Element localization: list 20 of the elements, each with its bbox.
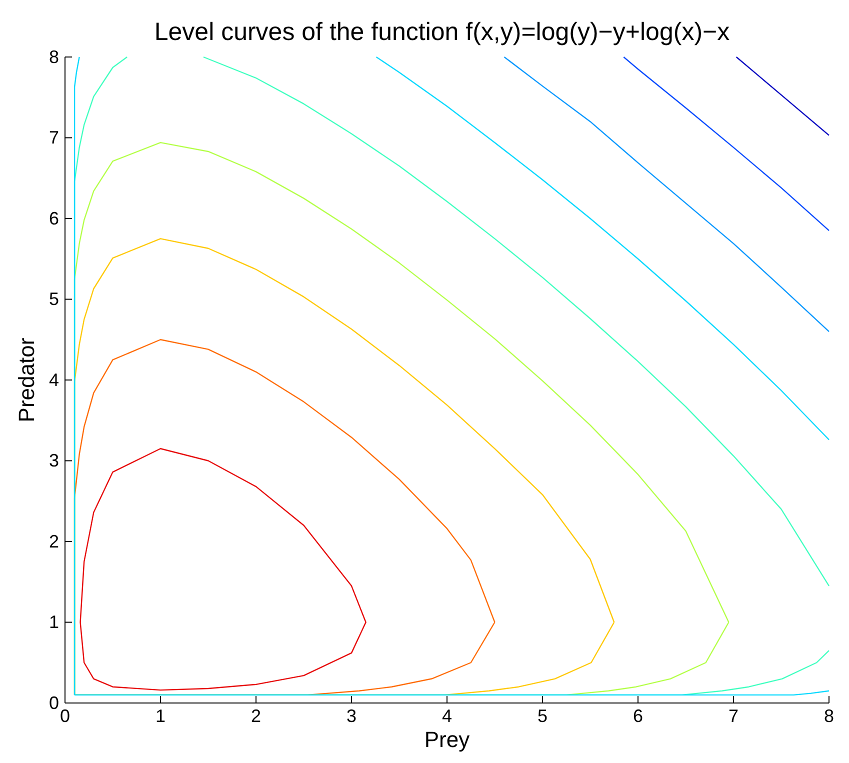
x-tick-label: 2 xyxy=(250,706,262,726)
chart-title: Level curves of the function f(x,y)=log(y)−y+log(x)−x xyxy=(154,18,730,46)
x-tick-label: 7 xyxy=(728,706,739,726)
y-tick-label: 4 xyxy=(48,370,59,390)
x-tick-label: 5 xyxy=(537,706,548,726)
x-tick-label: 3 xyxy=(346,706,357,726)
y-tick-label: 0 xyxy=(48,692,59,713)
x-tick-label: 4 xyxy=(442,706,452,726)
y-tick-label: 1 xyxy=(48,612,59,632)
y-tick-label: 8 xyxy=(48,46,59,67)
x-axis-title: Prey xyxy=(424,727,470,752)
x-tick-label: 1 xyxy=(155,706,166,726)
y-tick-label: 6 xyxy=(48,208,59,228)
y-axis-title: Predator xyxy=(14,338,39,422)
y-tick-label: 7 xyxy=(48,128,59,148)
y-tick-label: 5 xyxy=(48,289,59,310)
y-tick-label: 2 xyxy=(48,531,59,552)
x-tick-label: 6 xyxy=(632,706,644,726)
x-tick-label: 8 xyxy=(824,706,834,726)
y-tick-label: 3 xyxy=(48,450,59,471)
